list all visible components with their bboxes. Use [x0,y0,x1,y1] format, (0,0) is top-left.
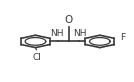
Text: F: F [120,33,125,42]
Text: O: O [65,15,73,25]
Text: NH: NH [51,29,64,38]
Text: NH: NH [73,29,87,38]
Text: Cl: Cl [32,53,41,62]
